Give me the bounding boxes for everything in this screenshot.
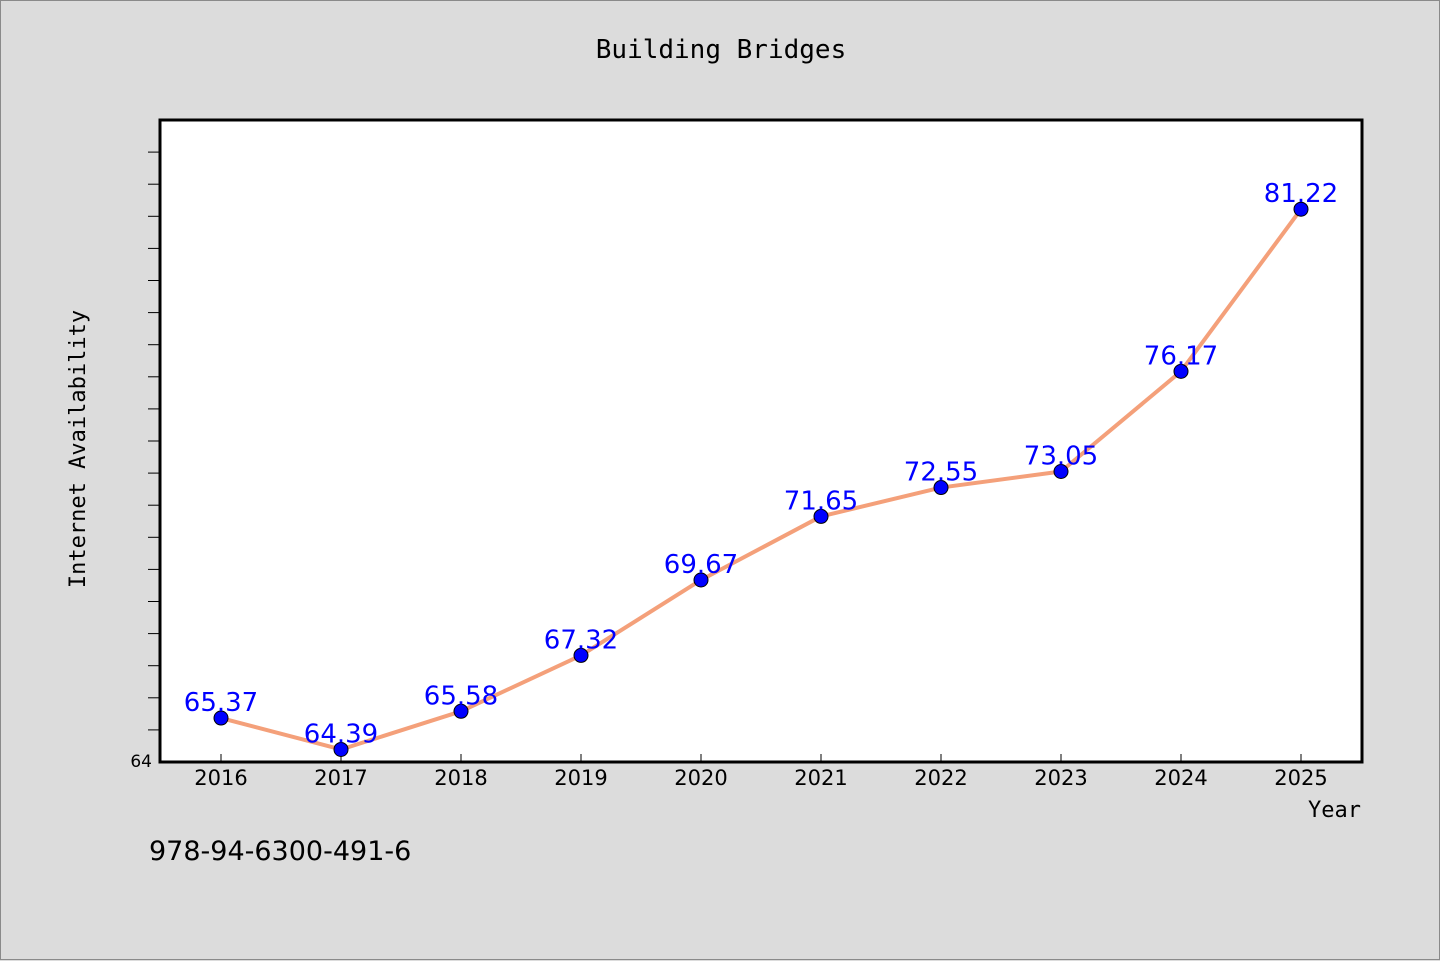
data-label: 72.55 — [904, 458, 978, 488]
data-point — [693, 572, 709, 588]
data-point — [1293, 201, 1309, 217]
data-point — [333, 741, 349, 757]
data-markers — [213, 201, 1309, 757]
y-tick-label: 64 — [130, 752, 152, 772]
data-label: 67.32 — [544, 625, 618, 655]
data-label: 73.05 — [1024, 441, 1098, 471]
x-axis-ticks: 2016 2017 2018 2019 2020 2021 2022 2023 2024 2025 — [194, 754, 1328, 790]
data-point — [813, 508, 829, 524]
x-tick-label: 2018 — [434, 766, 487, 790]
x-tick-label: 2020 — [674, 766, 727, 790]
data-point — [213, 710, 229, 726]
data-label: 65.37 — [184, 688, 258, 718]
data-label: 64.39 — [304, 719, 378, 749]
y-axis-ticks — [148, 151, 160, 731]
data-label: 69.67 — [664, 550, 738, 580]
data-label: 71.65 — [784, 486, 858, 516]
x-tick-label: 2016 — [194, 766, 247, 790]
data-point — [1053, 463, 1069, 479]
data-point — [1173, 363, 1189, 379]
x-tick-label: 2023 — [1034, 766, 1087, 790]
x-tick-label: 2019 — [554, 766, 607, 790]
x-tick-label: 2021 — [794, 766, 847, 790]
data-point — [933, 480, 949, 496]
x-tick-label: 2022 — [914, 766, 967, 790]
data-label: 76.17 — [1144, 341, 1218, 371]
y-axis-label: Internet Availability — [66, 310, 91, 588]
series-line — [219, 207, 1303, 752]
data-labels: 65.37 64.39 65.58 67.32 69.67 71.65 72.55 73.05… — [184, 179, 1338, 749]
x-tick-label: 2024 — [1154, 766, 1207, 790]
x-tick-label: 2017 — [314, 766, 367, 790]
x-axis-label: Year — [1308, 798, 1361, 823]
data-label: 81.22 — [1264, 179, 1338, 209]
data-point — [573, 647, 589, 663]
chart-title: Building Bridges — [595, 35, 847, 65]
isbn-text: 978-94-6300-491-6 — [149, 836, 412, 867]
plot-area — [158, 118, 1364, 764]
x-tick-label: 2025 — [1274, 766, 1327, 790]
data-label: 65.58 — [424, 681, 498, 711]
data-point — [453, 703, 469, 719]
